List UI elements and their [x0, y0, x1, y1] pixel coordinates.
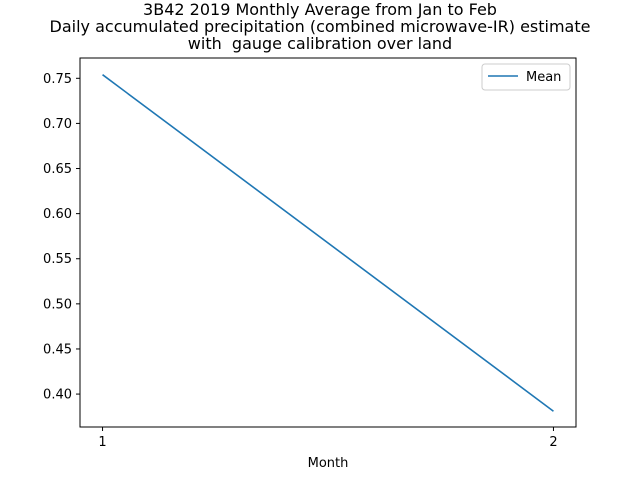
- x-tick-label: 1: [98, 435, 106, 450]
- x-tick-label: 2: [549, 435, 557, 450]
- chart-title-line-1: 3B42 2019 Monthly Average from Jan to Fe…: [143, 0, 497, 19]
- x-axis-label: Month: [308, 456, 349, 471]
- plot-layer: [102, 74, 554, 412]
- chart-title-line-2: Daily accumulated precipitation (combine…: [49, 17, 591, 36]
- legend-box: [481, 63, 571, 91]
- legend-label-mean: Mean: [526, 70, 561, 85]
- y-tick-label: 0.45: [43, 342, 72, 357]
- y-axis-ticks: 0.40 0.45 0.50 0.55 0.60 0.65 0.70 0.75: [43, 72, 80, 403]
- y-tick-label: 0.50: [43, 297, 72, 312]
- y-tick-label: 0.40: [43, 388, 72, 403]
- y-tick-label: 0.70: [43, 117, 72, 132]
- axes-frame: [79, 57, 577, 428]
- y-tick-label: 0.65: [43, 162, 72, 177]
- legend: Mean: [481, 63, 571, 91]
- y-tick-label: 0.75: [43, 72, 72, 87]
- series-line-mean: [102, 74, 554, 412]
- chart-title-line-3: with gauge calibration over land: [187, 34, 453, 53]
- y-tick-label: 0.55: [43, 252, 72, 267]
- y-tick-label: 0.60: [43, 207, 72, 222]
